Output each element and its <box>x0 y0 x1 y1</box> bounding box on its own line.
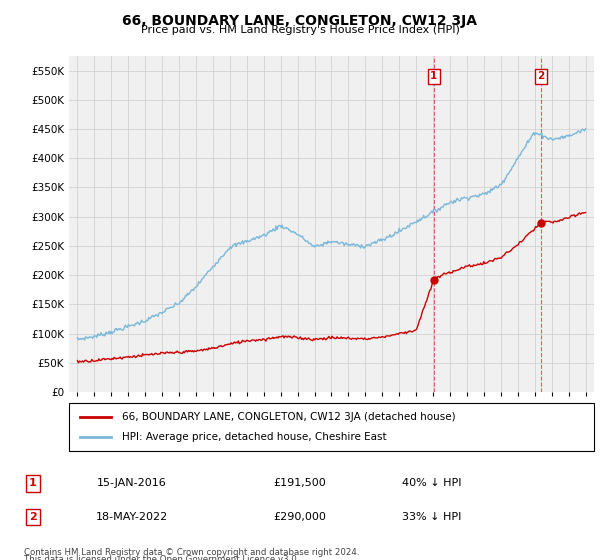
Text: 15-JAN-2016: 15-JAN-2016 <box>97 478 167 488</box>
Text: 2: 2 <box>538 72 545 81</box>
Text: 2: 2 <box>29 512 37 522</box>
Text: £290,000: £290,000 <box>274 512 326 522</box>
Text: This data is licensed under the Open Government Licence v3.0.: This data is licensed under the Open Gov… <box>24 556 299 560</box>
Text: HPI: Average price, detached house, Cheshire East: HPI: Average price, detached house, Ches… <box>121 432 386 442</box>
Text: 66, BOUNDARY LANE, CONGLETON, CW12 3JA (detached house): 66, BOUNDARY LANE, CONGLETON, CW12 3JA (… <box>121 412 455 422</box>
Text: 18-MAY-2022: 18-MAY-2022 <box>96 512 168 522</box>
Text: 66, BOUNDARY LANE, CONGLETON, CW12 3JA: 66, BOUNDARY LANE, CONGLETON, CW12 3JA <box>122 14 478 28</box>
Text: £191,500: £191,500 <box>274 478 326 488</box>
Text: Price paid vs. HM Land Registry's House Price Index (HPI): Price paid vs. HM Land Registry's House … <box>140 25 460 35</box>
FancyBboxPatch shape <box>69 403 594 451</box>
Text: 33% ↓ HPI: 33% ↓ HPI <box>403 512 461 522</box>
Text: 40% ↓ HPI: 40% ↓ HPI <box>402 478 462 488</box>
Text: 1: 1 <box>430 72 437 81</box>
Text: 1: 1 <box>29 478 37 488</box>
Text: Contains HM Land Registry data © Crown copyright and database right 2024.: Contains HM Land Registry data © Crown c… <box>24 548 359 557</box>
